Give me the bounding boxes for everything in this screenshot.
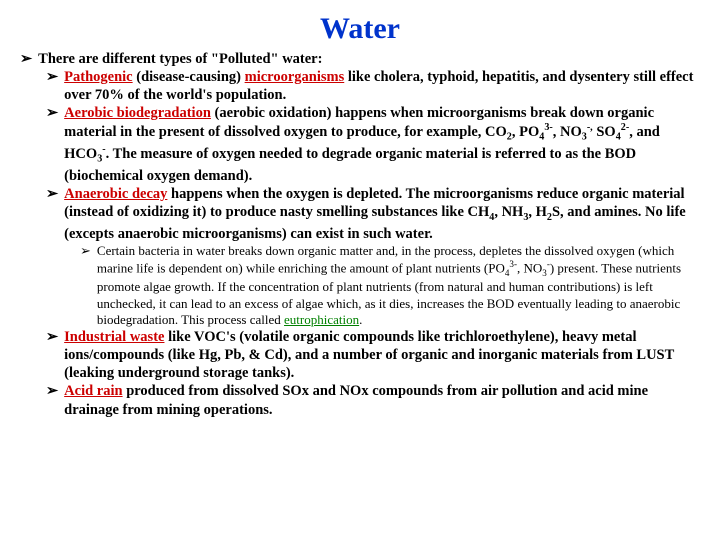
intro-item: ➢ There are different types of "Polluted… (20, 50, 700, 68)
anaerobic-item: ➢ Anaerobic decay happens when the oxyge… (46, 185, 700, 243)
anaerobic-term: Anaerobic decay (64, 186, 167, 202)
eutrophication-term: eutrophication (284, 312, 359, 327)
page-title: Water (20, 10, 700, 48)
acid-term: Acid rain (64, 383, 122, 399)
arrow-icon: ➢ (20, 50, 32, 68)
arrow-icon: ➢ (80, 243, 91, 259)
arrow-icon: ➢ (46, 382, 58, 400)
industrial-term: Industrial waste (64, 329, 164, 345)
arrow-icon: ➢ (46, 104, 58, 122)
aerobic-item: ➢ Aerobic biodegradation (aerobic oxidat… (46, 104, 700, 185)
anaerobic-text: Anaerobic decay happens when the oxygen … (64, 185, 700, 243)
microorganisms-term: microorganisms (245, 69, 345, 85)
aerobic-text: Aerobic biodegradation (aerobic oxidatio… (64, 104, 700, 185)
eutrophication-text: Certain bacteria in water breaks down or… (97, 243, 700, 328)
industrial-text: Industrial waste like VOC's (volatile or… (64, 328, 700, 382)
acid-rain-item: ➢ Acid rain produced from dissolved SOx … (46, 382, 700, 418)
arrow-icon: ➢ (46, 68, 58, 86)
pathogenic-item: ➢ Pathogenic (disease-causing) microorga… (46, 68, 700, 104)
intro-text: There are different types of "Polluted" … (38, 50, 700, 68)
industrial-item: ➢ Industrial waste like VOC's (volatile … (46, 328, 700, 382)
pathogenic-term: Pathogenic (64, 69, 132, 85)
acid-rain-text: Acid rain produced from dissolved SOx an… (64, 382, 700, 418)
arrow-icon: ➢ (46, 185, 58, 203)
pathogenic-text: Pathogenic (disease-causing) microorgani… (64, 68, 700, 104)
aerobic-term: Aerobic biodegradation (64, 105, 211, 121)
arrow-icon: ➢ (46, 328, 58, 346)
eutrophication-item: ➢ Certain bacteria in water breaks down … (80, 243, 700, 328)
